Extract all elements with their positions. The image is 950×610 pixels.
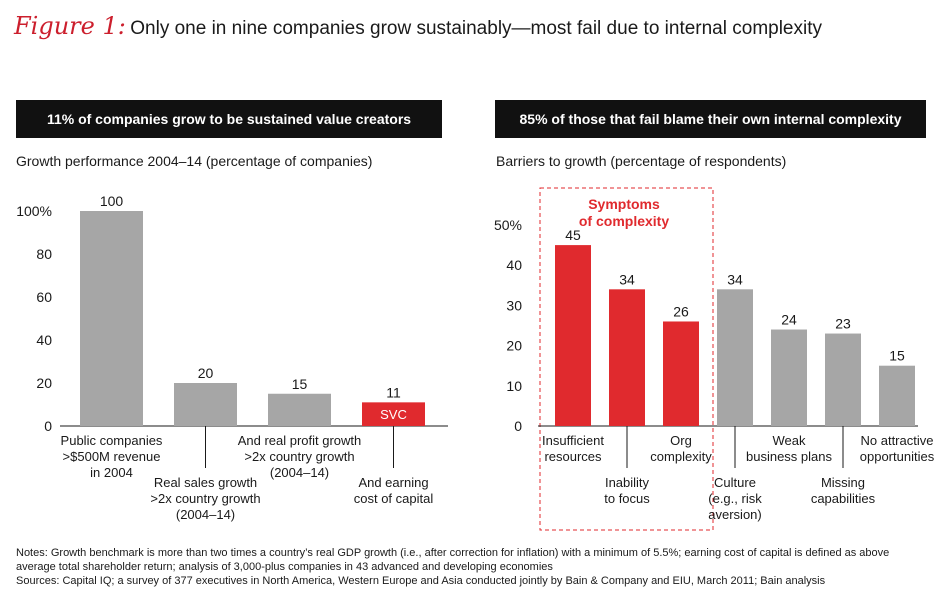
bar [555, 245, 591, 426]
bar-value-label: 100 [100, 193, 124, 209]
bar-value-label: 15 [889, 348, 905, 364]
bar [825, 333, 861, 426]
bar-value-label: 34 [619, 271, 635, 287]
x-category-label: >2x country growth [150, 491, 260, 506]
notes-line: average total shareholder return; analys… [16, 561, 553, 573]
x-category-label: >$500M revenue [63, 449, 161, 464]
growth-performance-chart: 0 20 40 60 80 100% 100 Public companies>$500M r… [16, 193, 448, 522]
right-subtitle: Barriers to growth (percentage of respon… [496, 153, 787, 169]
x-category-label: And real profit growth [238, 433, 362, 448]
y-tick-label: 0 [514, 418, 522, 434]
x-category-label: Culture [714, 475, 756, 490]
left-subtitle: Growth performance 2004–14 (percentage o… [16, 153, 373, 169]
bar-value-label: 34 [727, 271, 743, 287]
bar [879, 365, 915, 426]
x-category-label: >2x country growth [244, 449, 354, 464]
notes-line: Notes: Growth benchmark is more than two… [16, 547, 890, 559]
y-tick-label: 10 [506, 378, 522, 394]
left-banner: 11% of companies grow to be sustained va… [16, 100, 442, 138]
bar-value-label: 24 [781, 312, 797, 328]
x-category-label: No attractive [861, 433, 934, 448]
y-tick-label: 20 [506, 338, 522, 354]
x-category-label: business plans [746, 449, 832, 464]
y-tick-label: 50% [494, 217, 522, 233]
y-tick-label: 40 [36, 332, 52, 348]
y-tick-label: 60 [36, 289, 52, 305]
y-tick-label: 0 [44, 418, 52, 434]
x-category-label: cost of capital [354, 491, 434, 506]
highlight-label: Symptoms [588, 196, 660, 212]
x-category-label: Org [670, 433, 692, 448]
y-tick-label: 100% [16, 203, 52, 219]
sources-line: Sources: Capital IQ; a survey of 377 exe… [16, 575, 826, 587]
x-category-label: to focus [604, 491, 650, 506]
x-category-label: Public companies [61, 433, 163, 448]
bar [771, 329, 807, 426]
x-category-label: complexity [650, 449, 712, 464]
x-category-label: aversion) [708, 507, 761, 522]
bar-inner-label: SVC [380, 407, 407, 422]
y-tick-label: 30 [506, 297, 522, 313]
bar [80, 211, 143, 426]
x-category-label: Insufficient [542, 433, 604, 448]
bar [663, 321, 699, 426]
x-category-label: capabilities [811, 491, 876, 506]
highlight-label: of complexity [579, 213, 669, 229]
bar [609, 289, 645, 426]
x-category-label: (2004–14) [176, 507, 235, 522]
x-category-label: Weak [773, 433, 806, 448]
x-category-label: opportunities [860, 449, 935, 464]
notes: Notes: Growth benchmark is more than two… [16, 546, 941, 588]
x-category-label: Inability [605, 475, 650, 490]
bar-value-label: 20 [198, 365, 214, 381]
right-banner: 85% of those that fail blame their own i… [495, 100, 926, 138]
x-category-label: (e.g., risk [708, 491, 762, 506]
figure-title-text: Only one in nine companies grow sustaina… [130, 18, 823, 39]
y-tick-label: 20 [36, 375, 52, 391]
figure-label: Figure 1: [14, 12, 126, 40]
bar-value-label: 23 [835, 316, 851, 332]
x-category-label: Real sales growth [154, 475, 257, 490]
bar-value-label: 45 [565, 227, 581, 243]
figure-title: Figure 1: Only one in nine companies gro… [14, 12, 822, 40]
bar-value-label: 11 [386, 384, 401, 400]
bar [362, 402, 425, 426]
bar-value-label: 26 [673, 303, 689, 319]
x-category-label: resources [544, 449, 602, 464]
y-tick-label: 80 [36, 246, 52, 262]
x-category-label: And earning [358, 475, 428, 490]
bar [174, 383, 237, 426]
bar [268, 393, 331, 426]
y-tick-label: 40 [506, 257, 522, 273]
bar [717, 289, 753, 426]
x-category-label: (2004–14) [270, 465, 329, 480]
x-category-label: Missing [821, 475, 865, 490]
x-category-label: in 2004 [90, 465, 133, 480]
bar-value-label: 15 [292, 376, 308, 392]
complexity-highlight-box [539, 187, 714, 531]
